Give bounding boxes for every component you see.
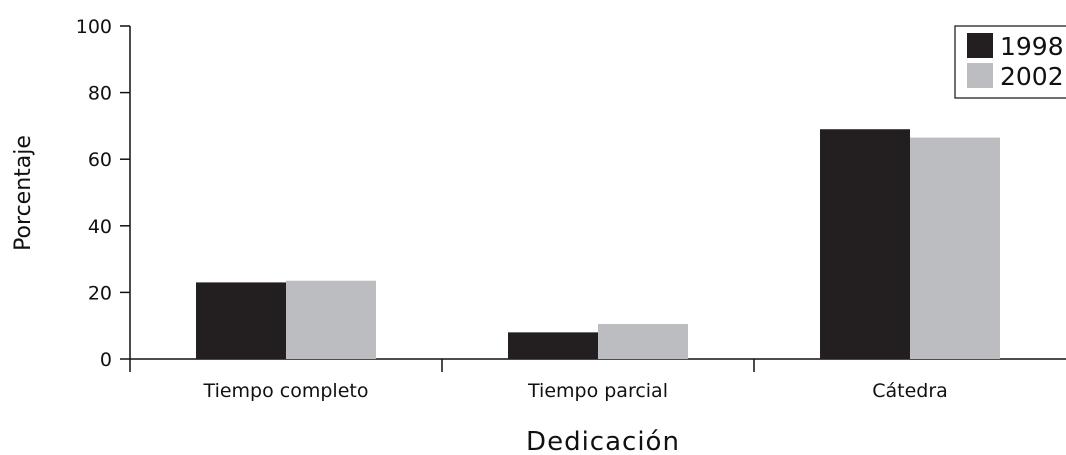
bar-1998-1 [196, 282, 286, 359]
bar-2002-3 [910, 137, 1000, 359]
legend-label: 1998 [1000, 32, 1064, 61]
x-axis: Tiempo completo Tiempo parcial Cátedra [129, 358, 1066, 402]
y-axis-title: Porcentaje [11, 135, 36, 251]
x-category-label: Tiempo completo [203, 380, 369, 402]
y-tick-label: 0 [100, 349, 112, 371]
bar-1998-3 [820, 129, 910, 359]
legend-label: 2002 [1000, 62, 1064, 91]
bar-2002-2 [598, 324, 688, 359]
y-tick-label: 20 [88, 282, 112, 304]
x-axis-title: Dedicación [526, 427, 680, 455]
y-tick-label: 80 [88, 83, 112, 105]
y-tick-label: 100 [76, 16, 112, 38]
y-tick-label: 40 [88, 216, 112, 238]
legend-swatch-1998 [967, 33, 993, 58]
y-tick-label: 60 [88, 149, 112, 171]
x-category-label: Cátedra [872, 380, 948, 402]
bars [196, 129, 1000, 359]
legend-swatch-2002 [967, 63, 993, 88]
bar-2002-1 [286, 280, 376, 359]
x-category-label: Tiempo parcial [527, 380, 668, 402]
bar-1998-2 [508, 332, 598, 359]
y-axis: 0 20 40 60 80 100 [76, 16, 131, 371]
